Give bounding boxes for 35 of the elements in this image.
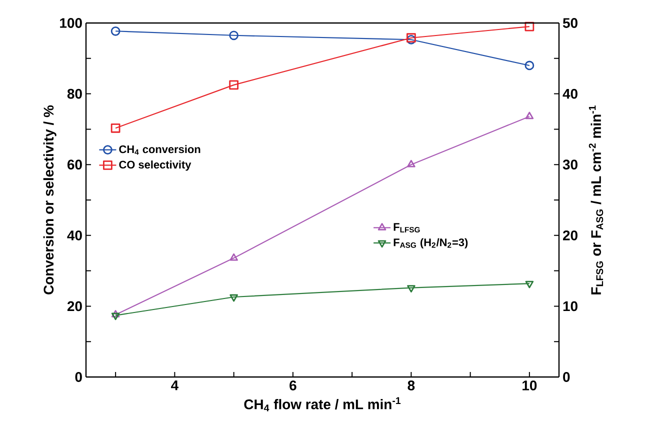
- legend-label: F$_{ASG}$ (H$_{2}$/N$_{2}$=3): [394, 238, 468, 248]
- y2-tick-label: 30: [562, 160, 578, 170]
- x-tick-label: 4: [171, 380, 178, 390]
- y2-tick-label: 40: [562, 88, 578, 99]
- x-tick-label: 10: [522, 380, 537, 390]
- y2-tick-label: 20: [563, 230, 578, 240]
- y-tick-label: 60: [67, 160, 82, 170]
- point: [229, 80, 238, 90]
- point: [525, 280, 534, 288]
- y2-axis-title: F$_{LFSG}$ or F$_{ASG}$ / mL cm$^{-2}$ min$^{-1}$: [588, 106, 604, 294]
- point: [111, 312, 120, 320]
- legend-label: CO selectivity: [119, 160, 192, 171]
- x-axis-title: CH$_{4}$ flow rate / mL min$^{-1}$: [244, 397, 401, 412]
- point: [230, 294, 238, 302]
- point: [110, 123, 120, 133]
- point: [407, 160, 416, 168]
- y2-tick-label: 0: [563, 372, 570, 382]
- x-tick-label: 6: [290, 380, 296, 390]
- point: [525, 112, 534, 120]
- point: [524, 22, 534, 32]
- y-tick-label: 100: [60, 18, 82, 28]
- point: [229, 30, 238, 40]
- point: [407, 285, 416, 292]
- y2-tick-label: 50: [562, 18, 578, 28]
- y-axis-title: Conversion or selectivity / %: [43, 105, 56, 294]
- y2-tick-label: 10: [563, 301, 578, 312]
- y-tick-label: 0: [75, 372, 82, 382]
- y-tick-label: 40: [67, 230, 82, 240]
- x-tick-label: 8: [408, 380, 415, 390]
- point: [524, 60, 534, 70]
- y-tick-label: 20: [67, 301, 82, 312]
- y-tick-label: 80: [67, 88, 82, 99]
- point: [110, 26, 120, 36]
- legend-label: CH$_{4}$ conversion: [119, 145, 200, 155]
- legend-label: F$_{LFSG}$: [394, 223, 420, 232]
